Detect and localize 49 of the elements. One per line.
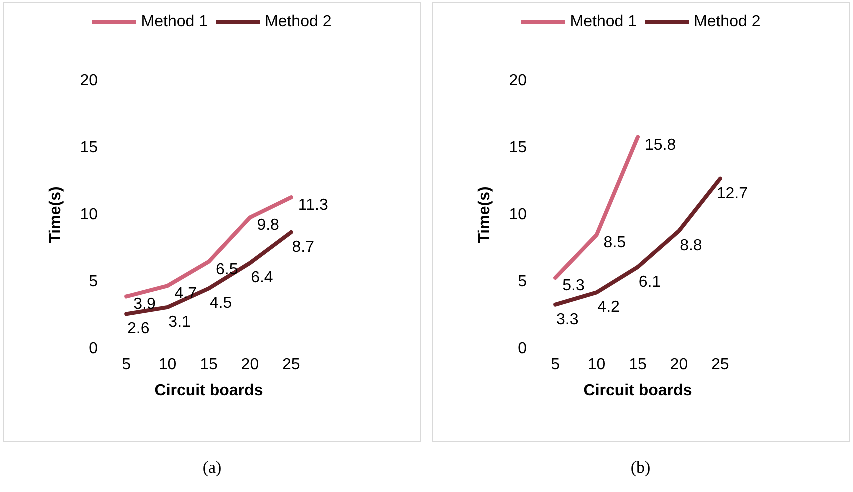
text: (b) bbox=[630, 458, 652, 478]
data-label: 11.3 bbox=[298, 197, 328, 214]
y-tick-label: 20 bbox=[508, 72, 527, 90]
data-label: 15.8 bbox=[644, 136, 676, 154]
y-tick-label: 20 bbox=[80, 72, 98, 90]
legend-label: Method 2 bbox=[694, 14, 760, 30]
x-axis-title: Circuit boards bbox=[154, 382, 264, 400]
data-label: 3.3 bbox=[556, 311, 578, 328]
y-tick-label: 15 bbox=[508, 140, 527, 156]
x-tick-label: 15 bbox=[628, 356, 646, 374]
y-tick-label: 5 bbox=[89, 274, 98, 290]
x-tick-label: 20 bbox=[241, 356, 260, 374]
legend-label: Method 2 bbox=[265, 14, 332, 30]
x-tick-label: 5 bbox=[122, 356, 132, 374]
data-label: 2.6 bbox=[127, 320, 150, 338]
data-label: 6.5 bbox=[216, 261, 238, 278]
y-axis-title: Time(s) bbox=[476, 186, 493, 244]
data-label: 4.5 bbox=[210, 295, 232, 312]
line-series bbox=[124, 230, 294, 316]
x-tick-label: 10 bbox=[587, 356, 606, 374]
y-tick-label: 15 bbox=[80, 140, 98, 156]
data-label: 6.1 bbox=[638, 274, 661, 291]
data-label: 8.5 bbox=[603, 234, 626, 252]
data-label: 12.7 bbox=[716, 185, 748, 202]
text: (a) bbox=[202, 458, 223, 478]
y-tick-label: 10 bbox=[508, 206, 527, 224]
x-tick-label: 20 bbox=[670, 356, 688, 374]
legend-label: Method 1 bbox=[141, 14, 208, 30]
y-tick-label: 10 bbox=[80, 206, 98, 224]
data-label: 8.8 bbox=[680, 238, 702, 255]
x-tick-label: 5 bbox=[550, 356, 560, 374]
line-series bbox=[124, 196, 294, 299]
data-label: 6.4 bbox=[251, 270, 274, 287]
data-label: 3.9 bbox=[134, 296, 156, 314]
y-tick-label: 0 bbox=[89, 340, 98, 358]
data-label: 5.3 bbox=[562, 277, 584, 294]
x-tick-label: 25 bbox=[282, 356, 300, 374]
x-axis-title: Circuit boards bbox=[583, 382, 692, 400]
x-tick-label: 15 bbox=[200, 356, 218, 374]
x-tick-label: 10 bbox=[158, 356, 177, 374]
y-tick-label: 0 bbox=[518, 340, 527, 358]
data-label: 8.7 bbox=[292, 238, 315, 256]
x-tick-label: 25 bbox=[711, 356, 729, 374]
data-label: 9.8 bbox=[257, 217, 280, 234]
data-label: 4.2 bbox=[597, 299, 620, 316]
y-tick-label: 5 bbox=[518, 274, 527, 290]
data-label: 3.1 bbox=[168, 314, 192, 331]
y-axis-title: Time(s) bbox=[48, 186, 64, 244]
legend-label: Method 1 bbox=[570, 14, 637, 30]
